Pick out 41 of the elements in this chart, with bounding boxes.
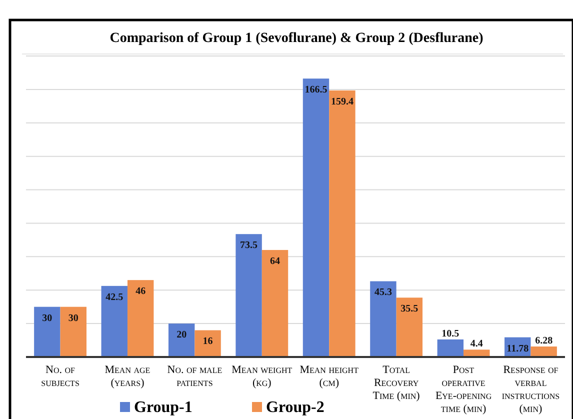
bar bbox=[262, 250, 288, 357]
legend-label: Group-2 bbox=[266, 399, 324, 416]
data-label: 6.28 bbox=[535, 336, 553, 346]
data-label: 4.4 bbox=[470, 338, 483, 350]
bar bbox=[168, 324, 195, 357]
x-tick-label: Total Recovery Time (min) bbox=[372, 364, 420, 402]
x-tick-label: No. of male patients bbox=[167, 364, 222, 389]
bar bbox=[329, 90, 356, 357]
data-label: 20 bbox=[176, 330, 187, 341]
bar bbox=[437, 339, 464, 357]
data-label: 166.5 bbox=[304, 84, 328, 96]
bar bbox=[236, 234, 262, 357]
x-tick-label: Mean weight (kg) bbox=[232, 364, 292, 389]
data-label: 10.5 bbox=[442, 328, 460, 340]
data-label: 73.5 bbox=[240, 240, 258, 252]
bar bbox=[194, 330, 221, 357]
bar bbox=[530, 346, 557, 357]
x-tick-label: Response of verbal instructions (min) bbox=[502, 364, 560, 415]
x-tick-label: Post operative Eye-opening time (min) bbox=[435, 364, 492, 415]
bar bbox=[370, 281, 396, 357]
data-label: 30 bbox=[68, 312, 78, 324]
data-label: 11.78 bbox=[506, 343, 529, 354]
bar bbox=[60, 306, 86, 357]
data-label: 46 bbox=[136, 286, 146, 298]
data-label: 35.5 bbox=[400, 304, 418, 315]
x-tick-label: No. of subjects bbox=[41, 364, 80, 389]
data-label: 30 bbox=[42, 312, 52, 324]
x-tick-label: Mean age (years) bbox=[104, 364, 150, 389]
data-label: 16 bbox=[202, 336, 213, 348]
bar bbox=[127, 280, 154, 357]
bar bbox=[302, 78, 330, 357]
x-tick-label: Mean height (cm) bbox=[300, 364, 359, 389]
legend-label: Group-1 bbox=[134, 399, 192, 416]
data-label: 42.5 bbox=[106, 292, 124, 303]
chart-title: Comparison of Group 1 (Sevoflurane) & Group 2 (Desflurane) bbox=[110, 31, 484, 46]
data-label: 45.3 bbox=[374, 287, 392, 298]
data-label: 64 bbox=[270, 256, 280, 267]
bar bbox=[101, 286, 128, 357]
bar bbox=[396, 298, 423, 357]
data-label: 159.4 bbox=[330, 96, 354, 108]
bar bbox=[34, 306, 60, 357]
